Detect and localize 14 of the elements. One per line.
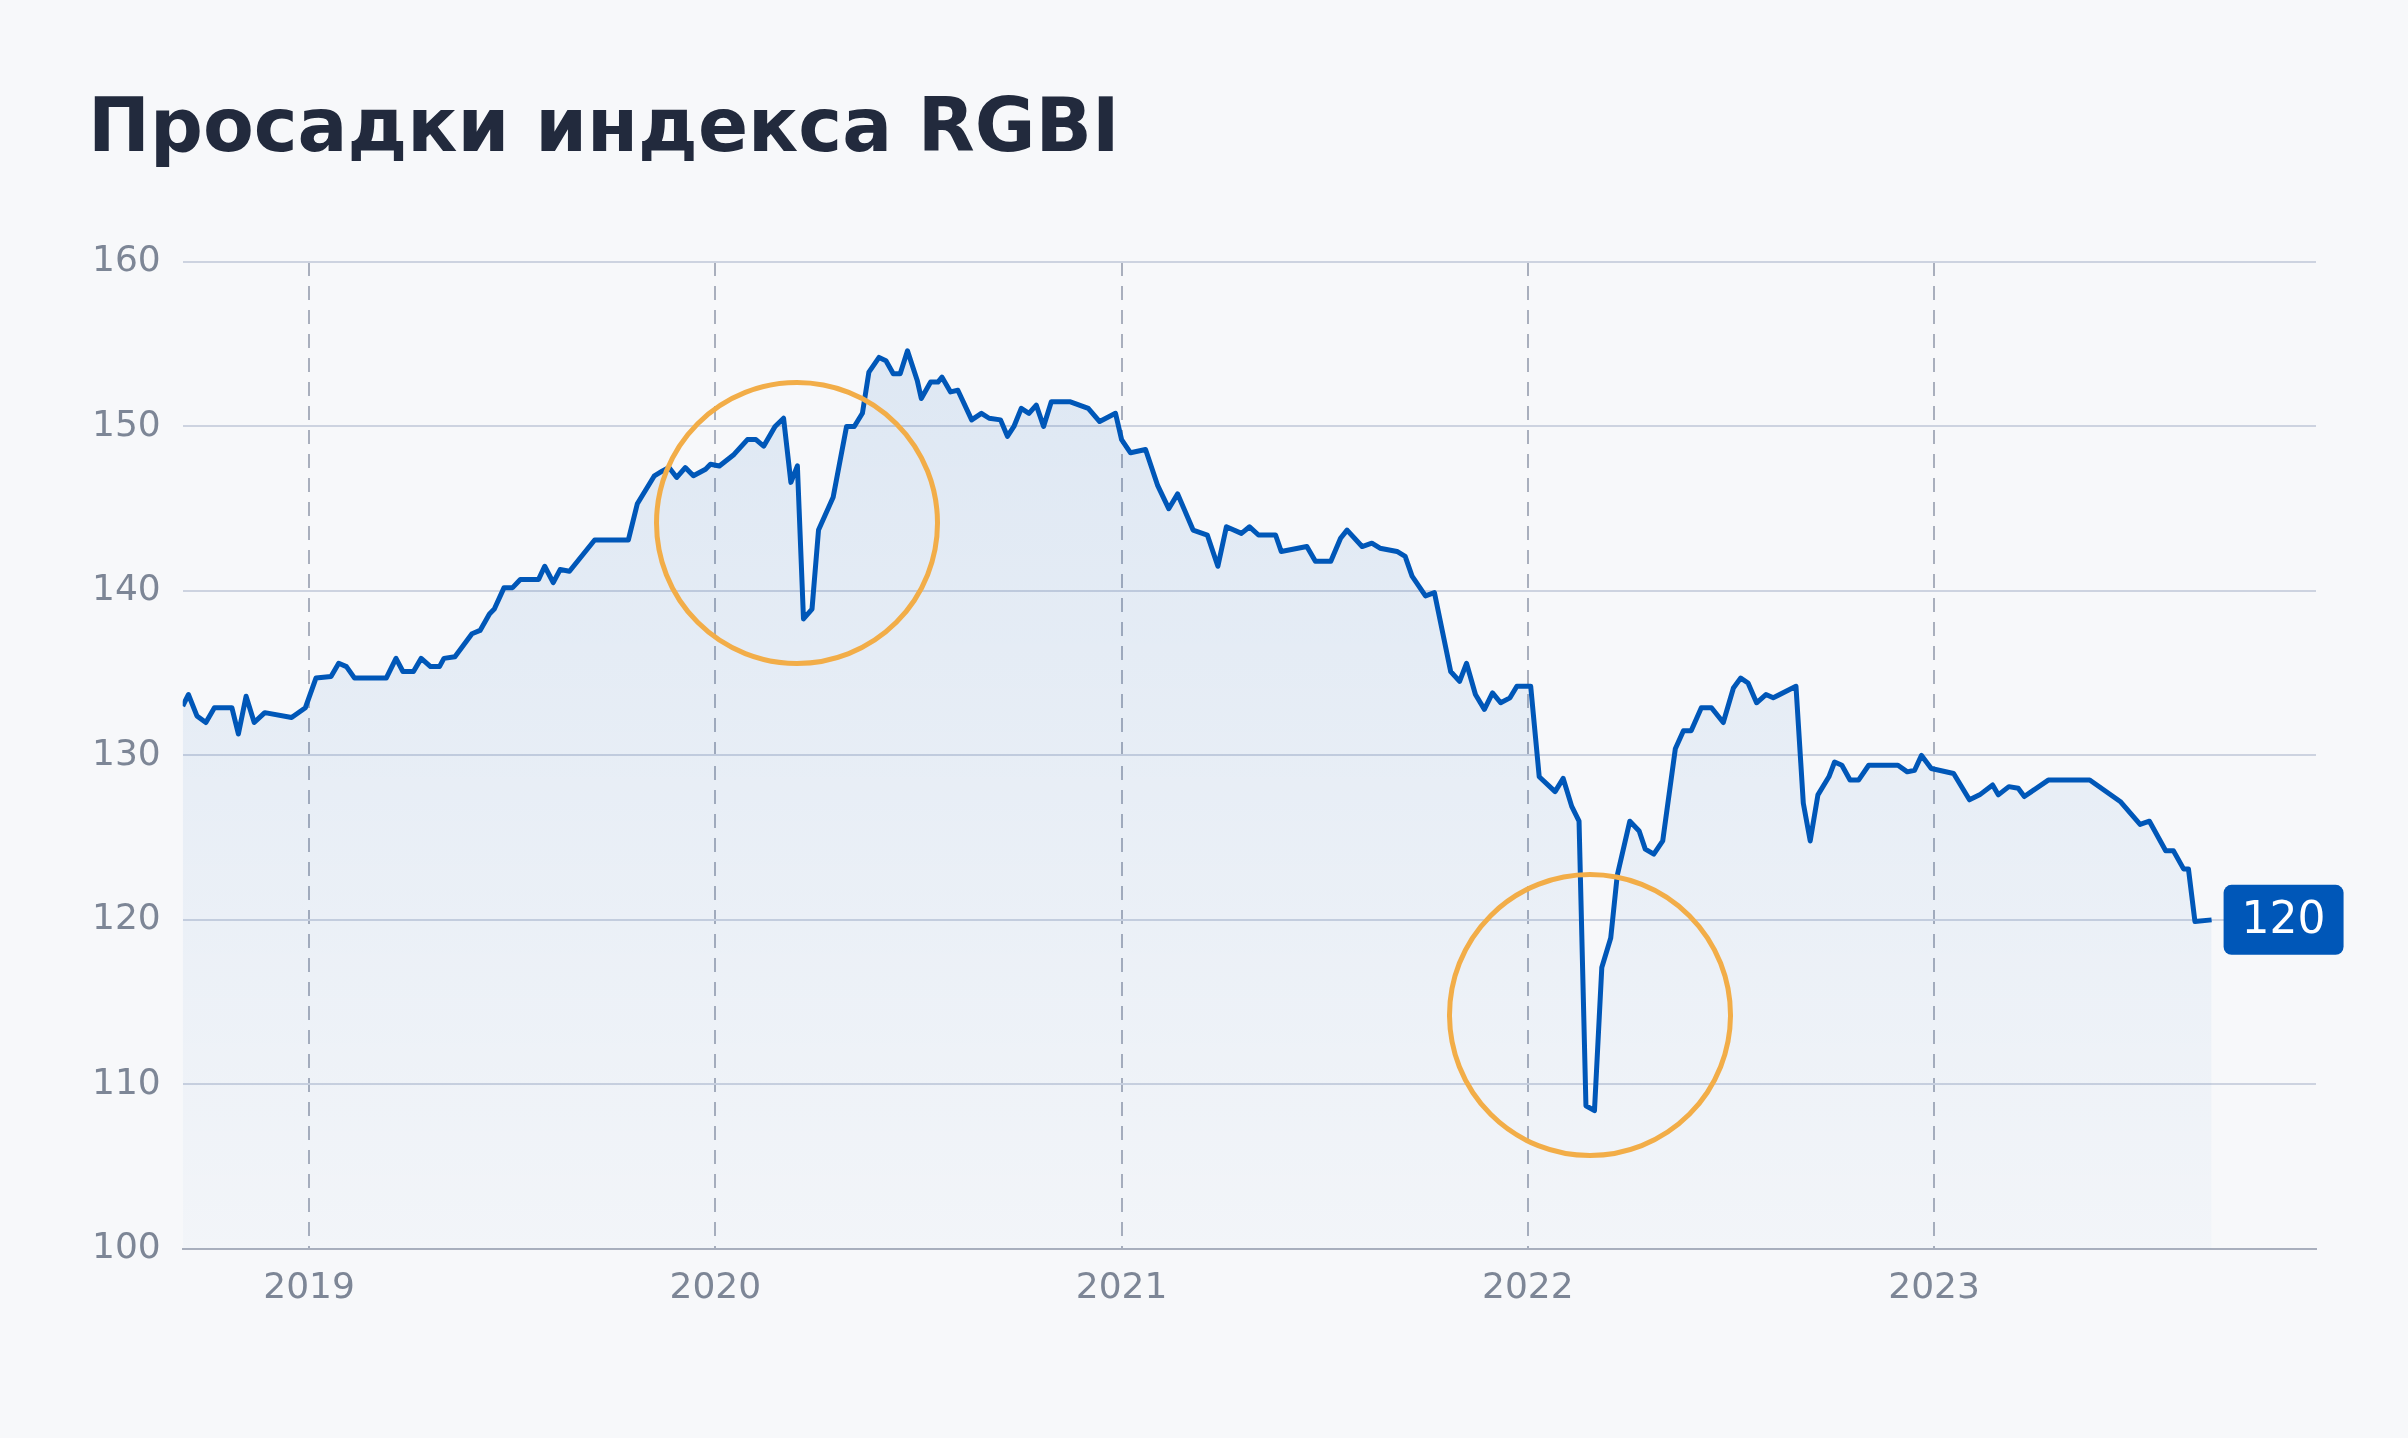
x-tick-label: 2023 bbox=[1888, 1264, 1980, 1306]
annotation: 120 bbox=[2241, 892, 2326, 944]
y-tick-label: 130 bbox=[91, 731, 161, 773]
chart-title: Просадки индекса RGBI bbox=[88, 82, 1120, 168]
x-tick-label: 2021 bbox=[1075, 1264, 1168, 1306]
x-tick-label: 2022 bbox=[1482, 1264, 1574, 1306]
x-tick-label: 2019 bbox=[263, 1264, 355, 1306]
y-tick-label: 160 bbox=[91, 238, 161, 280]
y-tick-label: 110 bbox=[91, 1060, 161, 1102]
x-tick-label: 2020 bbox=[669, 1264, 762, 1306]
y-tick-label: 100 bbox=[91, 1225, 161, 1267]
y-tick-label: 140 bbox=[91, 567, 161, 609]
y-tick-label: 150 bbox=[91, 402, 161, 444]
y-tick-label: 120 bbox=[91, 896, 161, 938]
